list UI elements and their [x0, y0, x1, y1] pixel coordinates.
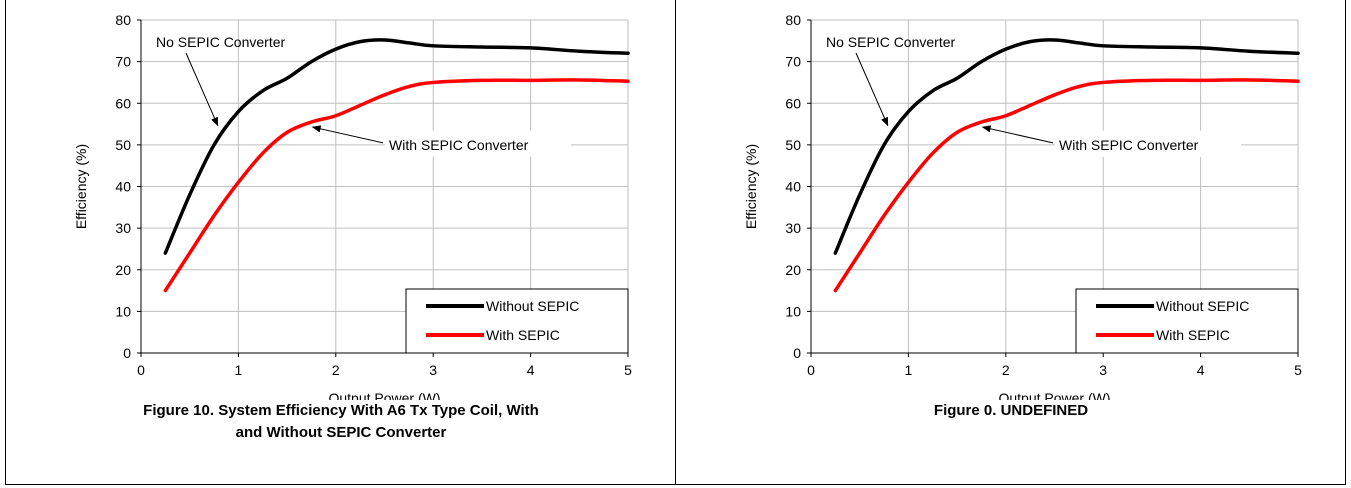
annotation-arrow-with-sepic: [981, 125, 1054, 144]
annotation-arrow-no-sepic: [185, 52, 219, 127]
y-tick-label: 60: [115, 95, 131, 111]
annotation-with-sepic: With SEPIC Converter: [1059, 137, 1199, 153]
panel-divider: [675, 0, 676, 485]
x-tick-label: 1: [235, 362, 243, 378]
series-line-with-sepic: [163, 78, 630, 293]
y-tick-label: 20: [785, 262, 801, 278]
y-tick-label: 80: [115, 12, 131, 28]
x-tick-label: 3: [1099, 362, 1107, 378]
series-line-with-sepic: [833, 78, 1300, 293]
y-tick-label: 0: [793, 345, 801, 361]
x-axis-label: Output Power (W): [998, 390, 1110, 400]
annotation-no-sepic: No SEPIC Converter: [156, 34, 285, 50]
y-tick-label: 40: [115, 179, 131, 195]
y-tick-label: 30: [785, 220, 801, 236]
legend-label: Without SEPIC: [486, 298, 579, 314]
legend-box: [405, 288, 629, 354]
y-tick-label: 80: [785, 12, 801, 28]
x-tick-label: 5: [1294, 362, 1302, 378]
legend-label: With SEPIC: [486, 327, 560, 343]
series-line-without-sepic: [833, 38, 1300, 255]
y-tick-label: 70: [785, 54, 801, 70]
annotation-bg: [1055, 130, 1241, 157]
x-tick-label: 0: [807, 362, 815, 378]
figure-caption-left: Figure 10. System Efficiency With A6 Tx …: [6, 400, 676, 444]
annotation-arrow-with-sepic: [311, 125, 384, 144]
y-tick-label: 20: [115, 262, 131, 278]
caption-line-1: Figure 10. System Efficiency With A6 Tx …: [143, 402, 539, 419]
x-tick-label: 4: [1197, 362, 1205, 378]
annotation-arrow-no-sepic: [855, 52, 889, 127]
gridlines: [141, 19, 629, 353]
x-tick-label: 2: [332, 362, 340, 378]
y-tick-label: 10: [115, 303, 131, 319]
y-tick-label: 40: [785, 179, 801, 195]
efficiency-chart-right: 0 10 20 30 40 50 60 70 80 0 1 2 3 4 5 Output Power (W) E…: [743, 12, 1302, 400]
x-tick-label: 2: [1002, 362, 1010, 378]
figure-caption-right: Figure 0. UNDEFINED: [676, 400, 1346, 422]
x-tick-label: 1: [905, 362, 913, 378]
legend-label: With SEPIC: [1156, 327, 1230, 343]
x-axis-label: Output Power (W): [328, 390, 440, 400]
x-tick-label: 4: [527, 362, 535, 378]
legend-box: [1075, 288, 1299, 354]
y-tick-label: 0: [123, 345, 131, 361]
y-tick-label: 30: [115, 220, 131, 236]
legend: Without SEPIC With SEPIC: [1075, 288, 1299, 354]
y-axis-label: Efficiency (%): [743, 144, 759, 229]
annotation-no-sepic: No SEPIC Converter: [826, 34, 955, 50]
annotation-with-sepic: With SEPIC Converter: [389, 137, 529, 153]
figure-panel-left: 0 10 20 30 40 50 60 70 80 0 1 2 3 4 5 Output Power (W) E…: [6, 0, 676, 485]
caption-line-1: Figure 0. UNDEFINED: [933, 402, 1089, 419]
y-tick-label: 50: [785, 137, 801, 153]
series-line-without-sepic: [163, 38, 630, 255]
efficiency-chart-left: 0 10 20 30 40 50 60 70 80 0 1 2 3 4 5 Output Power (W) E…: [73, 12, 632, 400]
x-tick-label: 3: [429, 362, 437, 378]
figure-panel-right: 0 10 20 30 40 50 60 70 80 0 1 2 3 4 5 Output Power (W) E…: [676, 0, 1346, 485]
y-tick-label: 60: [785, 95, 801, 111]
y-tick-label: 50: [115, 137, 131, 153]
caption-line-2: and Without SEPIC Converter: [235, 424, 447, 441]
y-axis-label: Efficiency (%): [73, 144, 89, 229]
y-tick-label: 70: [115, 54, 131, 70]
x-tick-label: 0: [137, 362, 145, 378]
x-tick-label: 5: [624, 362, 632, 378]
legend-label: Without SEPIC: [1156, 298, 1249, 314]
annotation-bg: [385, 130, 571, 157]
y-tick-label: 10: [785, 303, 801, 319]
gridlines: [811, 19, 1299, 353]
legend: Without SEPIC With SEPIC: [405, 288, 629, 354]
